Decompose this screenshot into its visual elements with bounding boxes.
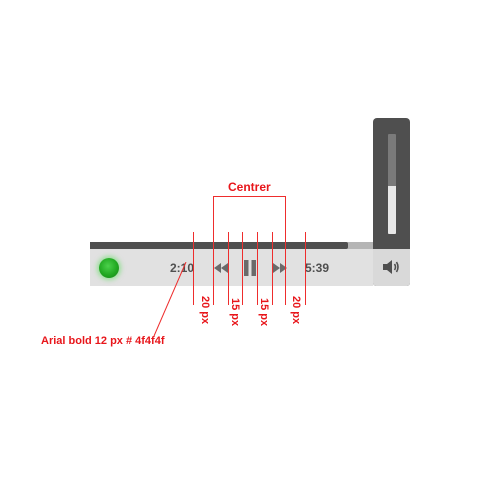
progress-fill <box>90 242 348 249</box>
guide-line-5 <box>257 232 258 305</box>
centre-label: Centrer <box>228 180 271 194</box>
pause-icon[interactable] <box>242 259 258 277</box>
total-time: 5:39 <box>305 261 330 275</box>
font-note: Arial bold 12 px # 4f4f4f <box>41 335 165 347</box>
guide-line-6 <box>272 232 273 305</box>
guide-line-2 <box>213 252 214 305</box>
centre-bracket-top <box>213 196 286 197</box>
centre-bracket-right <box>285 196 286 268</box>
progress-bar[interactable] <box>90 242 373 249</box>
centre-bracket-left <box>213 196 214 268</box>
spacing-label: 20 px <box>199 296 211 325</box>
guide-line-3 <box>228 232 229 305</box>
guide-line-4 <box>242 232 243 305</box>
volume-level-fill <box>388 186 396 234</box>
guide-line-1 <box>193 232 194 305</box>
guide-line-8 <box>305 232 306 305</box>
font-note-leader-line <box>153 262 187 337</box>
speaker-icon[interactable] <box>381 258 401 276</box>
status-indicator-icon <box>99 258 119 278</box>
spacing-label: 20 px <box>290 296 302 325</box>
player-bar <box>90 249 373 286</box>
rewind-icon[interactable] <box>213 261 229 275</box>
fast-forward-icon[interactable] <box>272 261 288 275</box>
spacing-label: 15 px <box>258 298 270 327</box>
guide-line-7 <box>285 252 286 305</box>
volume-slider[interactable] <box>388 134 396 234</box>
current-time: 2:10 <box>170 261 195 275</box>
spacing-label: 15 px <box>229 298 241 327</box>
